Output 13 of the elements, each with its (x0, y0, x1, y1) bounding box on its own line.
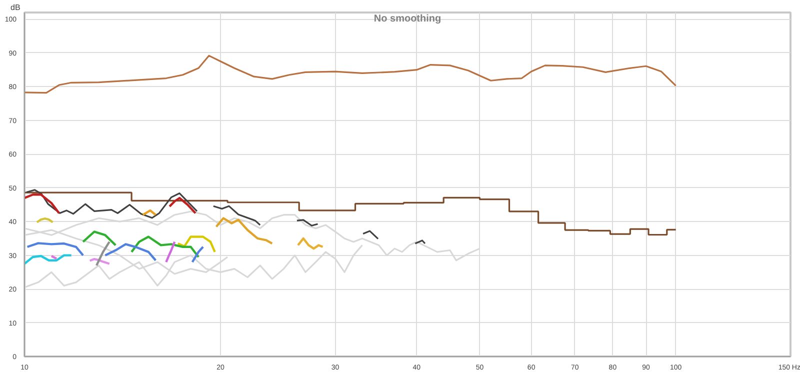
line-series (165, 240, 176, 264)
line-series (296, 237, 324, 250)
line-series (26, 242, 84, 256)
line-series (24, 254, 72, 265)
line-series (215, 217, 274, 245)
y-axis-title: dB (10, 3, 20, 12)
line-series (24, 194, 60, 214)
line-series (130, 236, 200, 258)
chart-title: No smoothing (374, 14, 442, 24)
line-series (168, 196, 197, 214)
line-series (82, 230, 117, 246)
line-series (104, 243, 157, 262)
line-series (176, 236, 216, 254)
